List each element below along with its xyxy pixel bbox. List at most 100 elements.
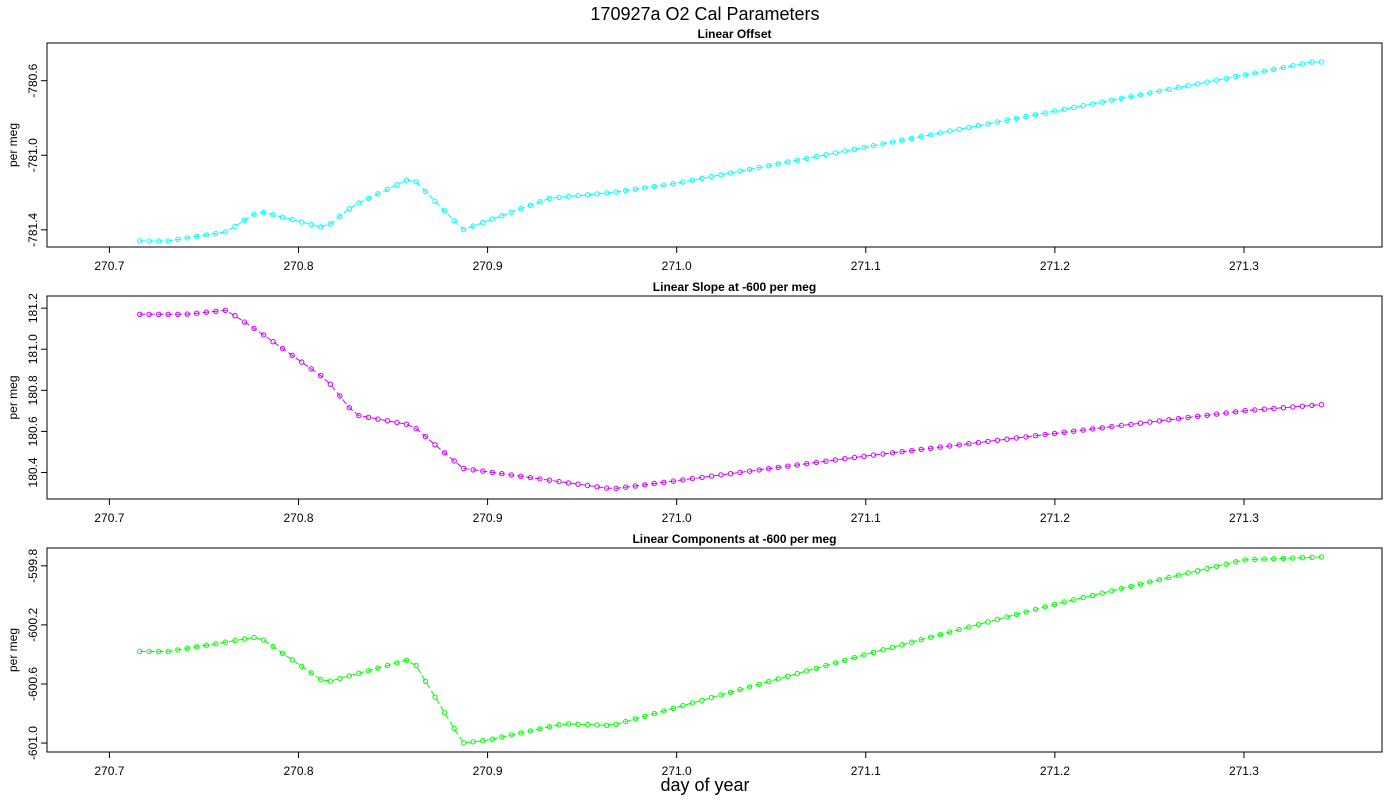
data-point (737, 168, 743, 174)
data-point (308, 221, 314, 228)
y-tick-label: 181.2 (26, 293, 40, 323)
data-point (441, 710, 448, 716)
x-tick-label: 271.2 (1040, 764, 1070, 778)
data-point (365, 668, 372, 674)
y-tick-label: -599.8 (26, 548, 40, 582)
data-point (623, 187, 629, 194)
data-point (489, 216, 495, 222)
data-point (432, 694, 438, 700)
data-point (461, 226, 467, 233)
data-point (432, 198, 438, 205)
y-tick-label: 180.4 (26, 457, 40, 487)
data-point (251, 634, 257, 641)
data-point (851, 454, 858, 461)
x-tick-label: 271.2 (1040, 259, 1070, 273)
data-point (842, 657, 848, 663)
x-tick-label: 271.0 (662, 259, 692, 273)
data-point (584, 482, 591, 489)
data-point (794, 462, 800, 468)
data-point (661, 479, 667, 485)
data-point (937, 130, 943, 136)
data-point (880, 647, 886, 653)
data-point (270, 339, 276, 345)
data-point (375, 191, 381, 197)
data-point (584, 192, 591, 198)
data-point (1147, 419, 1153, 425)
data-point (870, 452, 877, 458)
data-point (403, 657, 410, 663)
x-tick-label: 271.0 (662, 511, 692, 525)
data-point (337, 213, 343, 219)
data-point (527, 728, 534, 734)
data-point (1185, 570, 1191, 576)
data-point (346, 673, 352, 679)
data-point (1233, 409, 1239, 415)
data-point (1156, 88, 1163, 94)
data-point (403, 421, 410, 427)
data-point (632, 716, 638, 722)
data-point (718, 172, 724, 178)
data-point (775, 464, 781, 471)
data-point (260, 637, 267, 643)
data-point (689, 177, 696, 183)
data-point (1061, 429, 1067, 435)
data-point (1204, 412, 1210, 418)
data-point (556, 722, 562, 728)
data-point (1290, 555, 1296, 561)
data-point (708, 473, 715, 479)
data-point (299, 219, 305, 225)
x-tick-label: 271.0 (662, 764, 692, 778)
data-point (1109, 588, 1115, 594)
data-point (232, 313, 238, 319)
x-tick-label: 271.1 (851, 259, 881, 273)
data-point (175, 311, 181, 317)
data-point (832, 457, 839, 463)
data-point (279, 345, 286, 352)
data-point (794, 157, 800, 163)
y-axis-title: per meg (6, 123, 20, 167)
data-point (756, 467, 762, 473)
x-tick-label: 270.7 (94, 511, 124, 525)
data-point (1128, 421, 1134, 428)
data-point (775, 161, 781, 167)
data-point (851, 654, 858, 661)
data-point (194, 310, 200, 316)
plot-frame (46, 547, 1383, 753)
data-point (527, 202, 534, 209)
data-point (1099, 99, 1106, 105)
y-tick-label: 180.6 (26, 416, 40, 446)
x-tick-label: 270.8 (283, 511, 313, 525)
data-point (413, 662, 419, 669)
data-point (556, 478, 562, 485)
data-point (451, 458, 457, 464)
data-point (1213, 411, 1220, 417)
data-point (928, 445, 934, 451)
data-point (1223, 410, 1229, 416)
data-point (623, 484, 629, 490)
data-point (928, 132, 934, 138)
data-point (556, 194, 562, 201)
data-point (537, 726, 543, 732)
plot-frame (46, 295, 1383, 500)
data-point (518, 206, 524, 212)
data-point (175, 647, 181, 653)
data-point (241, 319, 248, 325)
data-point (909, 135, 915, 142)
data-point (708, 173, 715, 180)
data-point (1137, 92, 1144, 98)
data-point (966, 441, 972, 447)
data-point (222, 639, 229, 645)
data-point (384, 418, 391, 424)
x-tick-label: 270.7 (94, 764, 124, 778)
data-point (813, 459, 820, 466)
data-point (146, 648, 152, 655)
data-point (1261, 406, 1268, 412)
data-point (241, 636, 248, 642)
data-point (1109, 97, 1115, 103)
data-point (823, 152, 829, 158)
data-point (680, 179, 686, 185)
data-point (1223, 75, 1229, 82)
data-point (1233, 559, 1239, 565)
data-point (289, 352, 295, 358)
data-point (1118, 95, 1125, 102)
